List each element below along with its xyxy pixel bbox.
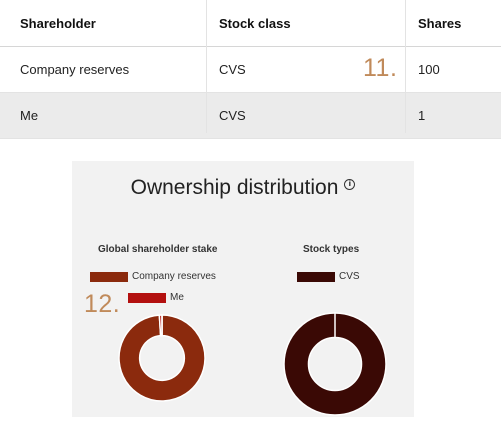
- donut-slice-company-reserves[interactable]: [118, 314, 206, 402]
- legend-label: Me: [170, 292, 184, 303]
- legend-label: Company reserves: [132, 271, 216, 282]
- legend-item-company-reserves[interactable]: Company reserves: [90, 271, 216, 282]
- shares-cell: 100: [418, 62, 440, 77]
- column-divider: [206, 0, 207, 133]
- stock-types-donut-chart[interactable]: [283, 312, 387, 416]
- table-row[interactable]: Company reserves CVS 100: [0, 47, 501, 93]
- legend-swatch: [128, 292, 166, 303]
- stock-class-cell: CVS: [219, 62, 246, 77]
- legend-swatch: [90, 271, 128, 282]
- column-header-shareholder[interactable]: Shareholder: [20, 15, 96, 31]
- annotation-marker-11: 11.: [363, 54, 398, 82]
- shares-cell: 1: [418, 108, 426, 123]
- info-icon[interactable]: i: [344, 179, 356, 190]
- donut-slice-cvs[interactable]: [283, 312, 387, 416]
- legend-item-cvs[interactable]: CVS: [297, 271, 360, 282]
- ownership-panel: Ownership distribution i Global sharehold…: [72, 161, 414, 417]
- column-header-stock-class[interactable]: Stock class: [219, 15, 291, 31]
- legend-label: CVS: [339, 271, 360, 282]
- column-header-shares[interactable]: Shares: [418, 15, 462, 31]
- table-row[interactable]: Me CVS 1: [0, 93, 501, 139]
- panel-title-text: Ownership distribution: [130, 176, 339, 199]
- stock-class-cell: CVS: [219, 108, 246, 123]
- legend-swatch: [297, 271, 335, 282]
- chart-heading-stock-types: Stock types: [303, 244, 360, 255]
- shareholder-table: Shareholder Stock class Shares Company r…: [0, 0, 501, 139]
- chart-heading-shareholder-stake: Global shareholder stake: [98, 244, 218, 255]
- annotation-marker-12: 12.: [84, 290, 121, 318]
- shareholder-stake-donut-chart[interactable]: [118, 314, 206, 402]
- legend-item-me[interactable]: Me: [128, 292, 184, 303]
- table-header-row: Shareholder Stock class Shares: [0, 0, 501, 47]
- shareholder-cell: Company reserves: [20, 62, 130, 77]
- column-divider: [405, 0, 406, 133]
- panel-title: Ownership distribution i: [72, 176, 414, 200]
- shareholder-cell: Me: [20, 108, 39, 123]
